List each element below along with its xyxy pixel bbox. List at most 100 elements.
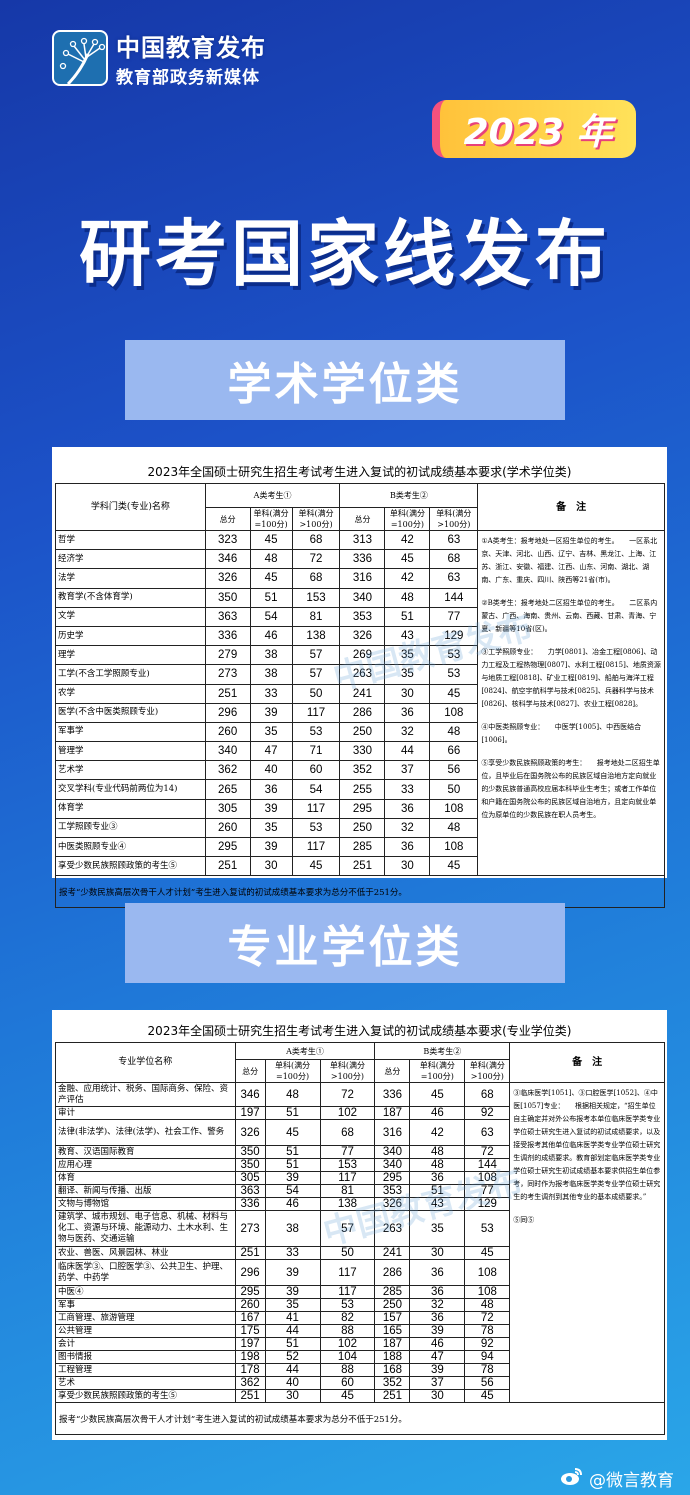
sub-column-header: 单科(满分=100分) [264, 1059, 321, 1083]
row-name: 医学(不含中医类照顾专业) [55, 702, 206, 723]
score-cell: 108 [464, 1171, 511, 1185]
professional-score-table: 专业学位名称 A类考生① B类考生② 备 注总分 单科(满分=100分) 单科(满分>10… [55, 1042, 665, 1435]
score-cell: 53 [464, 1210, 511, 1247]
score-cell: 77 [429, 606, 479, 627]
score-cell: 36 [384, 798, 431, 819]
row-name: 经济学 [55, 549, 206, 570]
score-cell: 45 [409, 1082, 466, 1107]
score-cell: 47 [409, 1350, 466, 1364]
row-name: 中医类照顾专业④ [55, 836, 206, 858]
weibo-account: @微言教育 [589, 1471, 674, 1491]
score-cell: 251 [374, 1389, 411, 1403]
score-cell: 39 [264, 1259, 321, 1286]
score-cell: 45 [319, 1389, 376, 1403]
score-cell: 45 [464, 1389, 511, 1403]
score-cell: 36 [384, 702, 431, 723]
row-name: 图书情报 [55, 1350, 236, 1364]
score-cell: 241 [339, 683, 386, 704]
score-cell: 39 [249, 798, 293, 819]
academic-table-title: 2023年全国硕士研究生招生考试考生进入复试的初试成绩基本要求(学术学位类) [147, 465, 572, 479]
score-cell: 37 [384, 760, 431, 781]
score-cell: 269 [339, 645, 386, 666]
score-cell: 63 [429, 568, 479, 589]
score-cell: 263 [374, 1210, 411, 1247]
table-row: 建筑学、城市规划、电子信息、机械、材料与化工、资源与环境、能源动力、土木水利、生… [55, 1210, 665, 1247]
score-cell: 102 [319, 1337, 376, 1351]
table-row: 医学(不含中医类照顾专业) 296 39 117 286 36 108 [55, 702, 665, 723]
score-cell: 51 [264, 1106, 321, 1120]
score-cell: 43 [384, 625, 431, 647]
score-cell: 336 [374, 1082, 411, 1107]
table-row: 教育、汉语国际教育 350 51 77 340 48 72 [55, 1145, 665, 1159]
score-cell: 45 [464, 1246, 511, 1260]
score-cell: 265 [204, 779, 251, 800]
score-cell: 326 [374, 1197, 411, 1211]
row-name: 农学 [55, 683, 206, 704]
row-name: 文学 [55, 606, 206, 627]
weibo-brand: @微言教育 [560, 1466, 674, 1491]
score-cell: 77 [464, 1184, 511, 1198]
score-cell: 37 [409, 1376, 466, 1390]
score-cell: 273 [204, 664, 251, 685]
score-cell: 117 [319, 1285, 376, 1299]
score-cell: 45 [249, 529, 293, 551]
professional-table-panel: 2023年全国硕士研究生招生考试考生进入复试的初试成绩基本要求(专业学位类) 专… [52, 1010, 667, 1440]
score-cell: 39 [249, 702, 293, 723]
score-cell: 48 [249, 549, 293, 570]
score-cell: 72 [291, 549, 341, 570]
score-cell: 108 [464, 1259, 511, 1286]
score-cell: 313 [339, 529, 386, 551]
group-b-header: B类考生② [374, 1042, 511, 1060]
sub-column-header: 单科(满分=100分) [409, 1059, 466, 1083]
table-row: 农学 251 33 50 241 30 45 [55, 683, 665, 704]
score-cell: 330 [339, 741, 386, 762]
row-name: 教育学(不含体育学) [55, 587, 206, 608]
score-cell: 326 [234, 1119, 266, 1146]
note-paragraph: ⑤享受少数民族照顾政策的考生： 报考地处二区招生单位，且毕业后在国务院公布的民族… [481, 759, 660, 819]
row-name: 历史学 [55, 625, 206, 647]
row-name: 临床医学③、口腔医学③、公共卫生、护理、药学、中药学 [55, 1259, 236, 1286]
score-cell: 326 [204, 568, 251, 589]
score-cell: 48 [409, 1145, 466, 1159]
score-cell: 72 [319, 1082, 376, 1107]
score-cell: 32 [409, 1298, 466, 1312]
table-row: 体育 305 39 117 295 36 108 [55, 1171, 665, 1185]
score-cell: 188 [374, 1350, 411, 1364]
table-row: 工学(不含工学照顾专业) 273 38 57 263 35 53 [55, 664, 665, 685]
score-cell: 138 [291, 625, 341, 647]
name-column-header: 专业学位名称 [55, 1042, 236, 1083]
score-cell: 340 [204, 741, 251, 762]
score-cell: 117 [291, 702, 341, 723]
score-cell: 78 [464, 1363, 511, 1377]
score-cell: 46 [409, 1337, 466, 1351]
score-cell: 260 [204, 721, 251, 743]
row-name: 军事 [55, 1298, 236, 1312]
score-cell: 41 [264, 1311, 321, 1325]
table-row: 理学 279 38 57 269 35 53 [55, 645, 665, 666]
score-cell: 45 [429, 683, 479, 704]
score-cell: 60 [319, 1376, 376, 1390]
score-cell: 66 [429, 741, 479, 762]
score-cell: 117 [319, 1259, 376, 1286]
sub-column-header: 单科(满分>100分) [291, 507, 341, 531]
score-cell: 54 [249, 606, 293, 627]
row-name: 哲学 [55, 529, 206, 551]
score-cell: 30 [384, 683, 431, 704]
score-cell: 51 [409, 1184, 466, 1198]
sub-column-header: 总分 [374, 1059, 411, 1083]
score-cell: 362 [234, 1376, 266, 1390]
score-cell: 108 [429, 836, 479, 858]
row-name: 金融、应用统计、税务、国际商务、保险、资产评估 [55, 1082, 236, 1107]
score-cell: 353 [339, 606, 386, 627]
score-cell: 363 [234, 1184, 266, 1198]
score-cell: 336 [339, 549, 386, 570]
table-row: 哲学 323 45 68 313 42 63 ①A类考生：报考地处一区招生单位的考生。 一区系… [55, 529, 665, 877]
score-cell: 30 [409, 1246, 466, 1260]
score-cell: 46 [249, 625, 293, 647]
score-cell: 316 [339, 568, 386, 589]
score-cell: 108 [429, 798, 479, 819]
row-name: 建筑学、城市规划、电子信息、机械、材料与化工、资源与环境、能源动力、土木水利、生… [55, 1210, 236, 1247]
score-cell: 52 [264, 1350, 321, 1364]
table-row: 应用心理 350 51 153 340 48 144 [55, 1158, 665, 1172]
score-cell: 117 [319, 1171, 376, 1185]
